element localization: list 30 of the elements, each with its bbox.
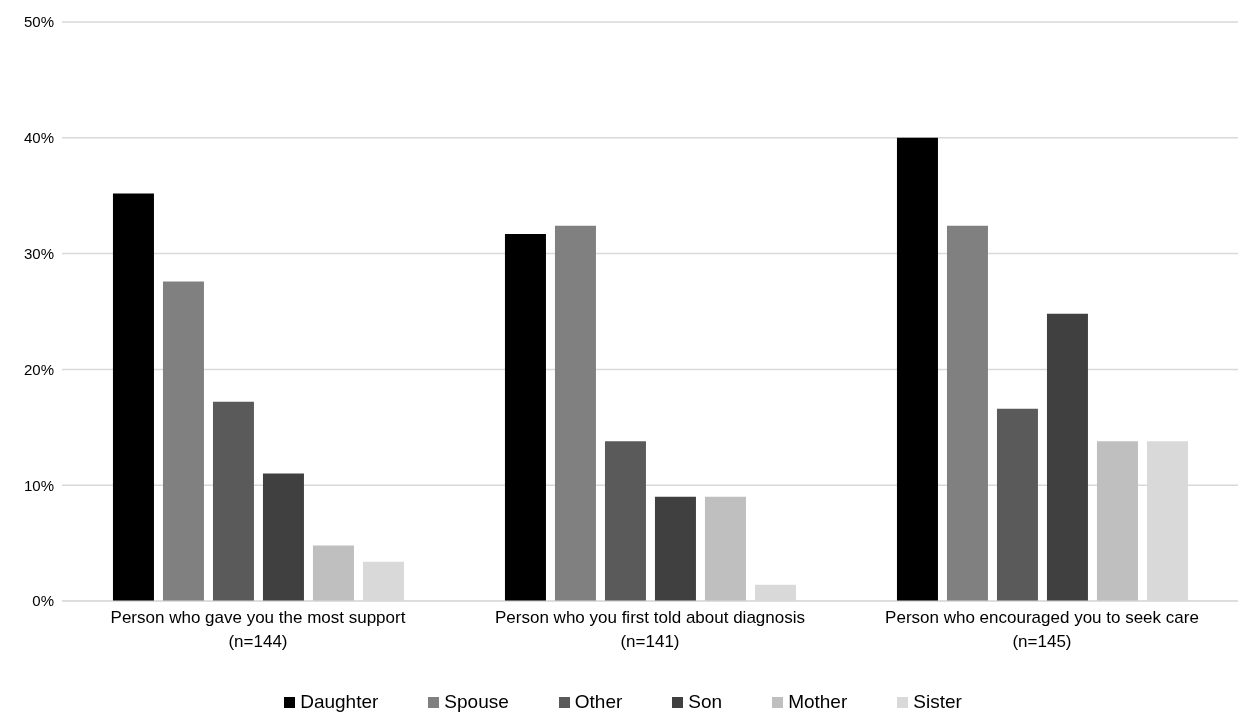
bar: [162, 281, 204, 601]
legend-label: Other: [573, 691, 623, 713]
legend-label: Mother: [787, 691, 848, 713]
bar: [996, 408, 1038, 601]
y-tick-label: 30%: [23, 244, 54, 262]
legend-label: Sister: [912, 691, 962, 713]
x-tick-label: Person who gave you the most support (n=144): [110, 608, 406, 651]
y-tick-label: 0%: [32, 592, 54, 610]
bar: [946, 225, 988, 601]
bar: [554, 225, 596, 601]
bar: [896, 137, 938, 601]
bar: [654, 496, 696, 601]
y-tick-label: 50%: [23, 13, 54, 31]
y-tick-label: 40%: [23, 129, 54, 147]
legend-label: Spouse: [443, 691, 509, 713]
y-tick-label: 20%: [23, 360, 54, 378]
bar: [112, 193, 154, 601]
bar: [212, 401, 254, 601]
y-tick-label: 10%: [23, 476, 54, 494]
bar: [504, 233, 546, 601]
bar: [262, 473, 304, 601]
bar: [704, 496, 746, 601]
bar: [1046, 313, 1088, 601]
x-tick-label: Person who encouraged you to seek care (n=145): [885, 608, 1199, 651]
legend-label: Son: [687, 691, 723, 713]
x-tick-label: Person who you first told about diagnosis (n=141): [495, 608, 805, 651]
bar: [1096, 441, 1138, 601]
bar: [604, 441, 646, 601]
bar: [312, 545, 354, 601]
legend-label: Daughter: [299, 691, 379, 713]
